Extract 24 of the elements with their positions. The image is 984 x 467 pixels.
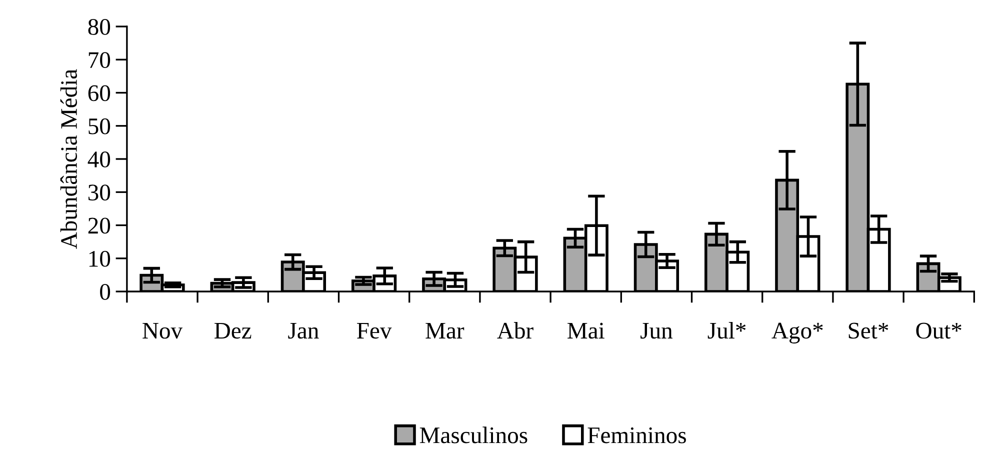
- y-tick-label: 60: [88, 85, 110, 102]
- y-tick-label: 10: [89, 250, 110, 267]
- x-tick-label: Nov: [142, 322, 183, 339]
- x-tick-label: Fev: [357, 322, 392, 339]
- x-tick-label: Mai: [568, 322, 604, 339]
- x-tick-label: Jan: [288, 322, 319, 339]
- x-tick-label: Ago*: [772, 322, 823, 344]
- y-tick-label: 70: [88, 52, 110, 68]
- x-tick-label: Jun: [640, 322, 672, 339]
- x-tick-label: Dez: [214, 322, 252, 339]
- legend-label: Femininos: [588, 427, 686, 444]
- x-tick-label: Abr: [497, 322, 534, 339]
- x-tick-label: Mar: [426, 322, 464, 339]
- y-tick-label: 50: [88, 118, 110, 134]
- y-tick-label: 30: [88, 184, 110, 201]
- y-axis-title: Abundância Média: [60, 69, 77, 249]
- y-tick-label: 0: [100, 284, 110, 300]
- y-tick-label: 40: [88, 151, 110, 168]
- y-tick-label: 20: [88, 218, 110, 234]
- x-tick-label: Out*: [916, 322, 962, 339]
- y-tick-label: 80: [88, 18, 110, 35]
- x-tick-label: Set*: [848, 322, 888, 339]
- legend-label: Masculinos: [420, 426, 528, 444]
- x-tick-label: Jul*: [708, 322, 746, 339]
